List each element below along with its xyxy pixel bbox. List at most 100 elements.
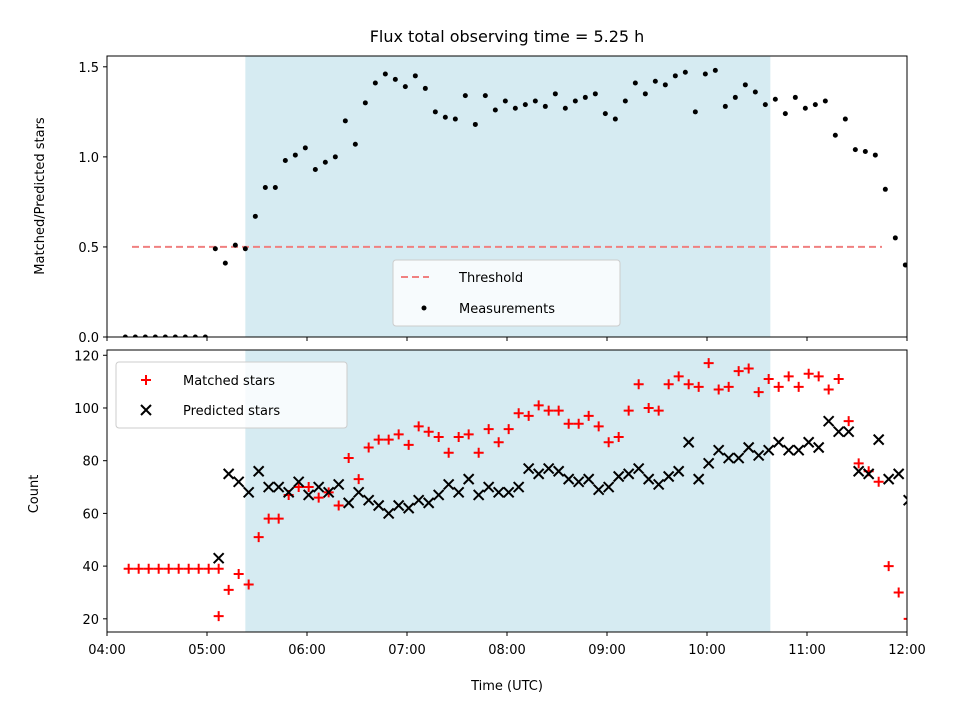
predicted-star-point-6	[272, 481, 285, 493]
predicted-star-point-4	[252, 465, 265, 477]
bottom-y-axis-label: Count	[27, 475, 42, 514]
predicted-star-point-28	[492, 486, 505, 499]
measurement-point-30	[422, 85, 428, 91]
measurement-point-62	[742, 82, 748, 88]
matched-star-point-60	[713, 384, 724, 395]
measurement-point-29	[412, 73, 418, 79]
predicted-star-point-27	[482, 481, 495, 493]
measurement-point-20	[322, 159, 328, 165]
predicted-star-point-40	[612, 470, 625, 483]
predicted-star-point-26	[472, 489, 485, 501]
top-legend-box	[392, 259, 621, 327]
matched-star-point-39	[503, 424, 514, 435]
matched-star-point-67	[783, 371, 794, 382]
matched-star-point-2	[143, 563, 154, 574]
predicted-star-point-16	[372, 499, 385, 512]
measurement-point-64	[762, 102, 768, 108]
predicted-star-point-62	[832, 425, 845, 438]
measurement-point-19	[312, 166, 318, 172]
matched-star-point-74	[853, 458, 864, 469]
matched-star-point-33	[443, 447, 454, 458]
matched-star-point-9	[213, 563, 224, 574]
matched-star-point-34	[453, 431, 464, 442]
top-panel: 0.0 0.5 1.0 1.5 Threshold Measurements	[78, 55, 908, 346]
predicted-star-point-10	[312, 481, 325, 493]
predicted-star-point-18	[392, 499, 405, 512]
measurement-point-12	[242, 246, 248, 252]
matched-star-point-84	[954, 614, 960, 624]
measurement-point-72	[842, 116, 848, 122]
bottom-y-tick-label-1: 40	[82, 560, 99, 575]
legend-matched-swatch	[141, 375, 151, 385]
predicted-star-point-61	[822, 415, 835, 427]
x-axis-label: Time (UTC)	[470, 679, 543, 694]
predicted-star-point-22	[432, 489, 445, 501]
measurement-point-6	[182, 334, 188, 337]
matched-star-point-61	[723, 381, 734, 392]
measurement-point-43	[552, 91, 558, 97]
predicted-star-point-11	[322, 486, 335, 499]
measurement-point-77	[892, 235, 898, 241]
predicted-star-point-15	[362, 494, 375, 506]
matched-star-point-18	[293, 482, 304, 493]
matched-star-point-36	[473, 447, 484, 458]
matched-star-point-32	[433, 431, 444, 442]
matched-star-point-20	[313, 492, 324, 503]
measurement-point-31	[432, 109, 438, 115]
bottom-y-tick-label-2: 60	[82, 507, 99, 522]
predicted-star-point-47	[682, 436, 695, 448]
predicted-star-point-30	[512, 481, 525, 493]
matched-star-point-49	[603, 437, 614, 448]
matched-star-point-14	[253, 532, 264, 543]
predicted-star-point-65	[862, 468, 875, 480]
legend-threshold-label: Threshold	[458, 271, 523, 286]
predicted-star-point-14	[352, 486, 365, 499]
matched-star-point-63	[743, 363, 754, 374]
x-tick-label-3: 07:00	[388, 643, 425, 658]
matched-star-point-37	[483, 424, 494, 435]
matched-star-point-65	[763, 373, 774, 384]
measurement-point-46	[582, 94, 588, 100]
x-tick-label-6: 10:00	[688, 643, 725, 658]
legend-predicted-label: Predicted stars	[183, 404, 280, 419]
top-legend: Threshold Measurements	[392, 259, 621, 327]
matched-star-point-81	[924, 614, 934, 624]
legend-predicted-swatch	[140, 404, 152, 416]
matched-star-point-0	[123, 563, 134, 574]
measurement-point-44	[562, 105, 568, 111]
matched-star-point-42	[533, 400, 544, 411]
matched-star-point-52	[633, 379, 644, 390]
x-tick-label-5: 09:00	[588, 643, 625, 658]
matched-star-point-68	[793, 381, 804, 392]
matched-star-point-44	[553, 405, 564, 416]
matched-star-point-30	[413, 421, 424, 432]
matched-star-point-10	[213, 611, 224, 622]
predicted-star-point-56	[772, 436, 785, 448]
measurement-point-68	[802, 105, 808, 111]
predicted-star-point-24	[452, 486, 465, 499]
predicted-star-point-68	[892, 468, 905, 480]
measurement-point-59	[712, 67, 718, 73]
measurement-point-24	[362, 100, 368, 106]
matched-star-point-15	[263, 513, 274, 524]
predicted-star-point-64	[852, 465, 865, 477]
measurement-point-17	[292, 152, 298, 158]
bottom-y-tick-label-5: 120	[74, 349, 99, 364]
matched-star-point-13	[243, 579, 254, 590]
matched-star-point-69	[803, 368, 814, 379]
measurement-point-38	[502, 98, 508, 104]
measurement-point-54	[662, 82, 668, 88]
predicted-star-point-33	[542, 462, 555, 475]
matched-star-point-47	[583, 410, 594, 421]
matched-star-point-55	[663, 379, 674, 390]
measurement-point-56	[682, 69, 688, 75]
predicted-star-point-50	[712, 444, 725, 456]
top-y-axis-label: Matched/Predicted stars	[33, 117, 48, 275]
measurement-point-25	[372, 80, 378, 86]
measurement-point-34	[462, 93, 468, 99]
x-tick-label-0: 04:00	[88, 643, 125, 658]
matched-star-point-25	[363, 442, 374, 453]
measurement-point-28	[402, 84, 408, 90]
predicted-star-point-42	[632, 462, 645, 475]
